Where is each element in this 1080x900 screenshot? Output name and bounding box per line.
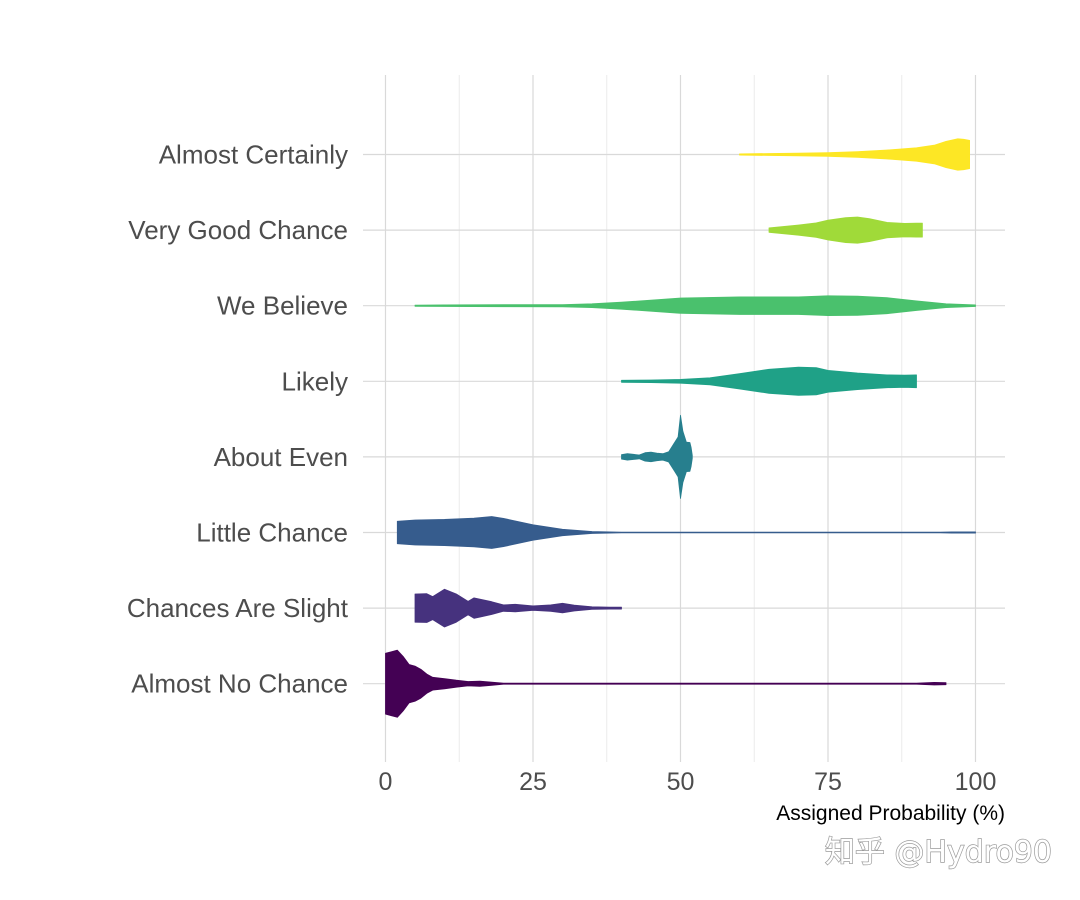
category-label: About Even <box>214 442 348 472</box>
violin-little-chance <box>396 516 976 549</box>
violin-likely <box>621 366 917 396</box>
violin-almost-certainly <box>739 138 970 171</box>
x-tick-label: 50 <box>667 768 695 796</box>
violin-very-good-chance <box>768 216 923 244</box>
violin-almost-no-chance <box>385 649 947 718</box>
x-tick-label: 25 <box>519 768 547 796</box>
category-label: Almost No Chance <box>131 669 348 699</box>
category-label: Very Good Chance <box>128 215 348 245</box>
violin-layer <box>385 138 976 718</box>
category-label: Chances Are Slight <box>127 593 349 623</box>
category-label: Likely <box>282 366 348 396</box>
x-tick-label: 100 <box>955 768 997 796</box>
category-label-layer: Almost Certainly Very Good Chance We Belie… <box>127 140 349 699</box>
violin-chances-are-slight <box>414 588 622 628</box>
x-tick-layer: 0 25 50 75 100 <box>379 768 997 796</box>
violin-we-believe <box>414 295 976 316</box>
violin-about-even <box>621 414 693 499</box>
watermark: 知乎 @Hydro90 <box>825 835 1052 870</box>
category-label: We Believe <box>217 291 348 321</box>
x-tick-label: 75 <box>814 768 842 796</box>
x-axis-title: Assigned Probability (%) <box>776 802 1005 825</box>
category-label: Almost Certainly <box>159 140 348 170</box>
grid-layer <box>363 75 1005 762</box>
x-tick-label: 0 <box>379 768 393 796</box>
category-label: Little Chance <box>196 518 348 548</box>
